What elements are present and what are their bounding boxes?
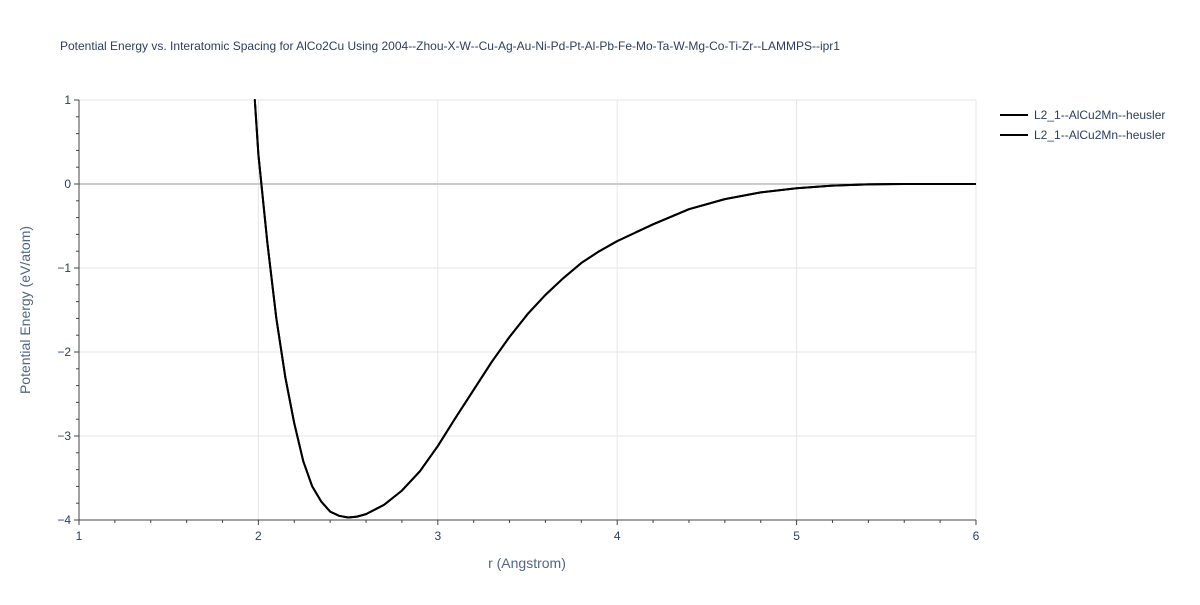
y-tick-label: 0 [64,177,71,191]
y-tick-label: −1 [57,261,71,275]
y-tick-label: −2 [57,345,71,359]
legend-label: L2_1--AlCu2Mn--heusler [1034,128,1165,142]
x-tick-label: 6 [973,529,980,543]
x-tick-label: 4 [614,529,621,543]
x-tick-label: 1 [76,529,83,543]
x-axis-title: r (Angstrom) [488,555,566,571]
series-line-2 [253,99,976,519]
x-tick-label: 5 [793,529,800,543]
y-tick-label: −3 [57,429,71,443]
x-tick-labels: 1 2 3 4 5 6 [76,529,980,543]
y-tick-label: 1 [64,93,71,107]
y-tick-labels: 1 0 −1 −2 −3 −4 [57,93,71,527]
chart-title: Potential Energy vs. Interatomic Spacing… [60,39,840,53]
y-tick-label: −4 [57,513,71,527]
legend-item-2[interactable]: L2_1--AlCu2Mn--heusler [1000,128,1165,142]
legend[interactable]: L2_1--AlCu2Mn--heusler L2_1--AlCu2Mn--heu… [1000,108,1165,142]
axes [74,99,977,525]
legend-label: L2_1--AlCu2Mn--heusler [1034,108,1165,122]
plot-area [253,99,976,519]
x-tick-label: 2 [255,529,262,543]
legend-item-1[interactable]: L2_1--AlCu2Mn--heusler [1000,108,1165,122]
grid-lines [79,99,977,520]
y-axis-title: Potential Energy (eV/atom) [17,226,33,394]
x-tick-label: 3 [434,529,441,543]
